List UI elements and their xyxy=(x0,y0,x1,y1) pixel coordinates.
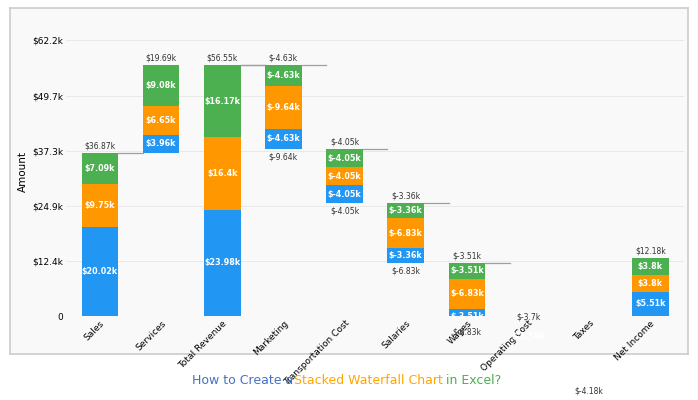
Bar xyxy=(265,86,302,129)
Text: $-3.51k: $-3.51k xyxy=(450,312,484,321)
Bar xyxy=(143,106,179,135)
Text: $-4.05k: $-4.05k xyxy=(328,190,362,198)
Text: How to Create a: How to Create a xyxy=(192,374,297,387)
Text: $-3.51k: $-3.51k xyxy=(450,266,484,275)
Text: $9.75k: $9.75k xyxy=(84,201,115,210)
Text: $56.55k: $56.55k xyxy=(207,54,238,63)
Bar xyxy=(510,349,547,374)
Bar xyxy=(387,248,424,263)
Bar xyxy=(449,263,485,279)
Bar xyxy=(82,153,118,184)
Text: $-6.83k: $-6.83k xyxy=(452,328,482,336)
Bar xyxy=(387,203,424,218)
Text: $5.51k: $5.51k xyxy=(635,299,666,308)
Text: $-6.83k: $-6.83k xyxy=(389,228,423,238)
Text: $-5.58k: $-5.58k xyxy=(511,332,545,341)
Text: $-5.58k: $-5.58k xyxy=(511,382,545,391)
Text: $6.65k: $6.65k xyxy=(146,116,177,125)
Text: Stacked Waterfall Chart: Stacked Waterfall Chart xyxy=(295,374,443,387)
Text: $3.96k: $3.96k xyxy=(146,140,177,148)
Text: $-9.64k: $-9.64k xyxy=(267,103,300,112)
Text: $-5.58k: $-5.58k xyxy=(511,357,545,366)
Text: $-6.83k: $-6.83k xyxy=(392,266,420,275)
Text: $-6.83k: $-6.83k xyxy=(450,289,484,298)
Text: $-3.36k: $-3.36k xyxy=(391,191,420,200)
Bar xyxy=(265,129,302,149)
Text: $-4.05k: $-4.05k xyxy=(328,154,362,163)
Bar xyxy=(326,185,363,203)
Bar xyxy=(449,309,485,324)
Text: $36.87k: $36.87k xyxy=(84,141,115,150)
Bar xyxy=(571,398,607,400)
Bar xyxy=(143,66,179,106)
Bar xyxy=(387,218,424,248)
Text: $-3.51k: $-3.51k xyxy=(452,251,482,260)
Text: $23.98k: $23.98k xyxy=(204,258,240,267)
Bar xyxy=(82,227,118,316)
Bar xyxy=(632,292,669,316)
Text: $-4.18k: $-4.18k xyxy=(574,387,604,396)
Bar xyxy=(326,167,363,185)
Text: $-3.7k: $-3.7k xyxy=(516,313,540,322)
Text: $7.09k: $7.09k xyxy=(84,164,115,173)
Bar xyxy=(82,184,118,227)
Text: $-9.64k: $-9.64k xyxy=(269,152,298,161)
Text: $12.18k: $12.18k xyxy=(635,246,666,255)
Bar xyxy=(143,135,179,153)
Bar xyxy=(449,279,485,309)
Bar xyxy=(204,210,241,316)
Text: $3.8k: $3.8k xyxy=(638,262,663,271)
Text: $-3.36k: $-3.36k xyxy=(389,206,422,215)
Bar xyxy=(204,137,241,210)
Bar xyxy=(632,275,669,292)
Text: $-4.05k: $-4.05k xyxy=(330,138,359,146)
Text: $-4.63k: $-4.63k xyxy=(267,71,300,80)
Text: $3.8k: $3.8k xyxy=(638,279,663,288)
Text: $-4.05k: $-4.05k xyxy=(330,206,359,215)
Bar xyxy=(265,66,302,86)
Text: $-4.63k: $-4.63k xyxy=(267,134,300,144)
Bar xyxy=(510,324,547,349)
Text: $16.17k: $16.17k xyxy=(205,97,240,106)
Bar xyxy=(204,66,241,137)
Text: $20.02k: $20.02k xyxy=(82,267,118,276)
Text: $-3.36k: $-3.36k xyxy=(389,251,422,260)
Text: $-4.63k: $-4.63k xyxy=(269,54,298,63)
Bar xyxy=(510,374,547,398)
Bar xyxy=(326,149,363,167)
Text: $16.4k: $16.4k xyxy=(207,169,237,178)
Text: in Excel?: in Excel? xyxy=(442,374,501,387)
Bar xyxy=(632,258,669,275)
Text: $19.69k: $19.69k xyxy=(146,54,177,63)
Text: $-4.05k: $-4.05k xyxy=(328,172,362,180)
Text: $9.08k: $9.08k xyxy=(146,81,177,90)
Y-axis label: Amount: Amount xyxy=(18,152,28,192)
